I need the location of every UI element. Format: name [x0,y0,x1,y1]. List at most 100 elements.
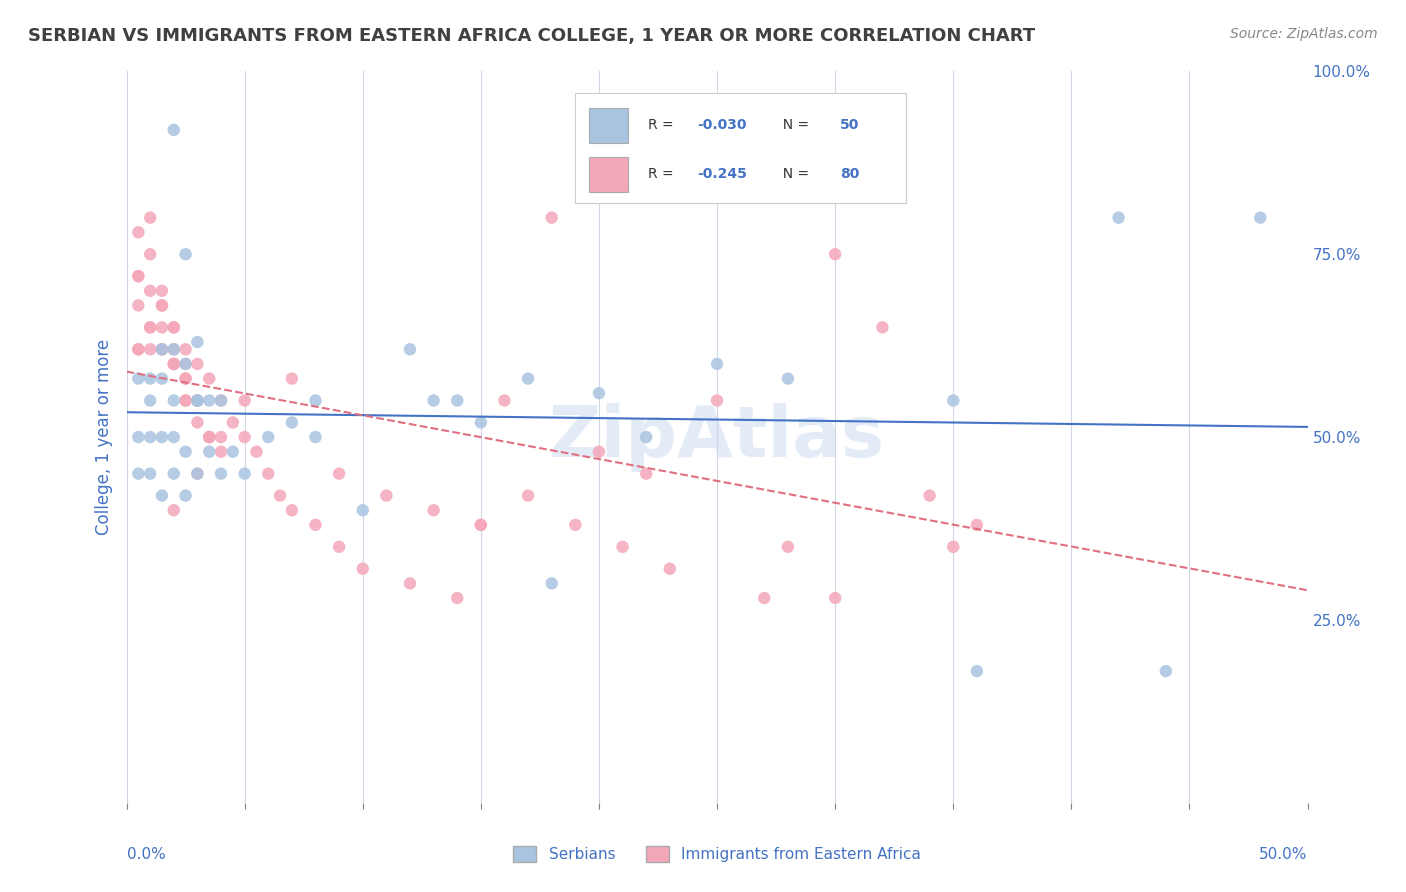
Text: 0.0%: 0.0% [127,847,166,862]
Point [257,430,280,444]
Point [494,393,516,408]
Point [127,371,149,385]
Point [198,393,221,408]
Point [163,320,186,334]
Point [186,467,208,481]
Point [706,137,728,152]
Point [174,343,197,357]
Point [517,489,540,503]
Text: SERBIAN VS IMMIGRANTS FROM EASTERN AFRICA COLLEGE, 1 YEAR OR MORE CORRELATION CH: SERBIAN VS IMMIGRANTS FROM EASTERN AFRIC… [28,27,1035,45]
Point [198,430,221,444]
Point [150,284,173,298]
Point [174,371,197,385]
Point [209,444,232,458]
Point [209,467,232,481]
Legend: Serbians, Immigrants from Eastern Africa: Serbians, Immigrants from Eastern Africa [508,840,927,868]
Point [304,517,326,532]
Point [186,393,208,408]
Point [174,371,197,385]
Point [150,298,173,312]
Point [776,371,799,385]
Point [1108,211,1130,225]
Point [198,444,221,458]
Point [186,393,208,408]
Point [540,576,562,591]
Point [174,393,197,408]
Point [174,489,197,503]
Point [163,430,186,444]
Point [636,430,658,444]
Point [942,540,965,554]
Point [163,123,186,137]
Point [564,517,586,532]
Point [966,664,988,678]
Point [942,393,965,408]
Point [233,467,256,481]
Point [658,562,681,576]
Point [127,225,149,239]
Point [352,562,374,576]
Point [375,489,398,503]
Point [257,467,280,481]
Point [150,489,173,503]
Point [233,393,256,408]
Point [706,393,728,408]
Point [422,503,444,517]
Point [127,343,149,357]
Point [233,430,256,444]
Point [139,247,162,261]
Point [198,430,221,444]
Point [186,357,208,371]
Point [186,416,208,430]
Point [174,393,197,408]
Point [139,343,162,357]
Point [139,467,162,481]
Point [281,503,304,517]
Point [163,357,186,371]
Point [139,371,162,385]
Point [209,430,232,444]
Point [706,357,728,371]
Point [470,517,492,532]
Point [636,467,658,481]
Point [150,343,173,357]
Point [352,503,374,517]
Point [470,517,492,532]
Point [186,334,208,349]
Point [186,467,208,481]
Point [824,247,846,261]
Point [470,416,492,430]
Point [422,393,444,408]
Point [127,298,149,312]
Point [446,393,468,408]
Point [163,343,186,357]
Point [304,393,326,408]
Point [150,343,173,357]
Point [754,591,776,605]
Point [966,517,988,532]
Point [399,343,422,357]
Point [163,357,186,371]
Point [127,467,149,481]
Point [222,416,245,430]
Point [139,284,162,298]
Point [304,430,326,444]
Point [186,393,208,408]
Point [139,393,162,408]
Point [824,591,846,605]
Point [209,393,232,408]
Point [139,211,162,225]
Point [198,371,221,385]
Point [588,386,610,401]
Point [127,430,149,444]
Point [918,489,941,503]
Point [163,343,186,357]
Point [209,393,232,408]
Point [174,357,197,371]
Point [150,343,173,357]
Point [127,343,149,357]
Point [328,467,350,481]
Text: Source: ZipAtlas.com: Source: ZipAtlas.com [1230,27,1378,41]
Point [174,357,197,371]
Point [446,591,468,605]
